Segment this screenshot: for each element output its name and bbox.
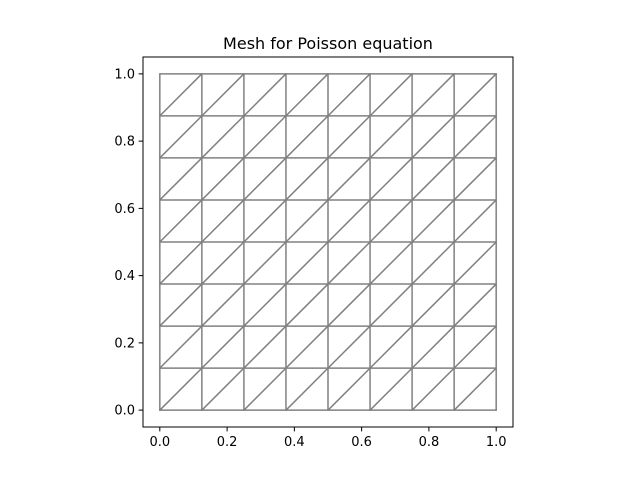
mesh-diagonal-edge: [159, 283, 203, 327]
mesh-diagonal-edge: [327, 73, 371, 117]
mesh-diagonal-edge: [243, 367, 287, 411]
y-axis: 0.0 0.2 0.4 0.6 0.8 1.0: [114, 67, 144, 419]
mesh-diagonal-edge: [411, 283, 455, 327]
mesh-diagonal-edge: [411, 325, 455, 369]
mesh-diagonal-edge: [159, 241, 203, 285]
x-tick-label: 0.2: [217, 435, 238, 450]
y-tick-label: 0.2: [114, 336, 135, 351]
mesh-diagonal-edge: [285, 199, 329, 243]
axes-frame: [142, 56, 514, 428]
mesh-diagonal-edge: [369, 325, 413, 369]
x-axis: 0.0 0.2 0.4 0.6 0.8 1.0: [149, 426, 507, 450]
mesh-diagonal-edge: [159, 157, 203, 201]
mesh-diagonal-edge: [243, 115, 287, 159]
y-tick-label: 0.4: [114, 269, 135, 284]
x-tick-label: 0.4: [284, 435, 305, 450]
mesh-diagonal-edge: [201, 367, 245, 411]
y-tick-label: 1.0: [114, 67, 135, 82]
mesh-diagonal-edge: [285, 325, 329, 369]
mesh-diagonal-edge: [453, 115, 497, 159]
mesh-diagonal-edge: [411, 115, 455, 159]
mesh-diagonal-edge: [369, 199, 413, 243]
mesh-diagonal-edge: [327, 199, 371, 243]
mesh-diagonal-edge: [285, 73, 329, 117]
mesh-diagonal-edge: [285, 157, 329, 201]
mesh-diagonal-edge: [159, 367, 203, 411]
mesh-diagonal-edge: [327, 325, 371, 369]
x-tick-label: 1.0: [486, 435, 507, 450]
mesh-diagonal-edge: [327, 157, 371, 201]
mesh-diagonal-edge: [243, 199, 287, 243]
mesh-diagonal-edge: [453, 367, 497, 411]
mesh-diagonal-edge: [411, 241, 455, 285]
mesh-diagonal-edge: [453, 241, 497, 285]
mesh-diagonal-edge: [327, 283, 371, 327]
mesh-diagonal-edge: [453, 283, 497, 327]
mesh-diagonal-edge: [285, 367, 329, 411]
mesh-diagonal-edge: [201, 157, 245, 201]
mesh-layer: [159, 73, 497, 411]
y-tick-label: 0.8: [114, 135, 135, 150]
mesh-diagonal-edge: [411, 73, 455, 117]
mesh-diagonal-edge: [285, 283, 329, 327]
mesh-diagonal-edge: [201, 283, 245, 327]
mesh-diagonal-edge: [369, 73, 413, 117]
y-tick-label: 0.0: [114, 404, 135, 419]
mesh-diagonal-edge: [369, 157, 413, 201]
x-tick-label: 0.0: [149, 435, 170, 450]
mesh-diagonal-edge: [369, 283, 413, 327]
mesh-diagonal-edge: [243, 325, 287, 369]
mesh-diagonal-edge: [369, 241, 413, 285]
mesh-diagonal-edge: [411, 367, 455, 411]
x-tick-label: 0.6: [351, 435, 372, 450]
mesh-diagonal-edge: [327, 367, 371, 411]
mesh-diagonal-edge: [243, 73, 287, 117]
y-tick-label: 0.6: [114, 202, 135, 217]
mesh-diagonal-edge: [201, 241, 245, 285]
mesh-diagonal-edge: [285, 241, 329, 285]
mesh-diagonal-edge: [369, 115, 413, 159]
mesh-diagonal-edge: [201, 325, 245, 369]
mesh-diagonal-edge: [159, 115, 203, 159]
mesh-diagonal-edge: [159, 73, 203, 117]
mesh-diagonal-edge: [159, 325, 203, 369]
mesh-diagonal-edge: [285, 115, 329, 159]
mesh-diagonal-edge: [411, 199, 455, 243]
mesh-diagonal-edge: [327, 241, 371, 285]
mesh-diagonal-edge: [453, 73, 497, 117]
mesh-diagonal-edge: [453, 199, 497, 243]
mesh-diagonal-edge: [201, 73, 245, 117]
mesh-diagonal-edge: [243, 241, 287, 285]
mesh-diagonal-edge: [369, 367, 413, 411]
chart-title: Mesh for Poisson equation: [223, 34, 433, 53]
mesh-diagonal-edge: [453, 325, 497, 369]
x-tick-label: 0.8: [419, 435, 440, 450]
mesh-diagonal-edge: [201, 199, 245, 243]
mesh-diagonal-edge: [201, 115, 245, 159]
mesh-diagonal-edge: [243, 283, 287, 327]
mesh-diagonal-edge: [159, 199, 203, 243]
mesh-diagonal-edge: [453, 157, 497, 201]
mesh-diagonal-edge: [243, 157, 287, 201]
mesh-diagonal-edge: [327, 115, 371, 159]
mesh-diagonal-edge: [411, 157, 455, 201]
